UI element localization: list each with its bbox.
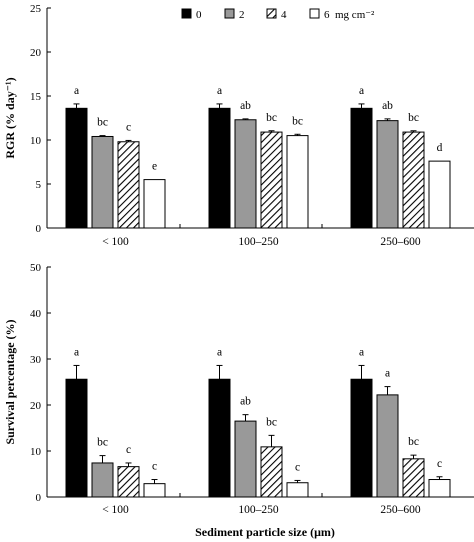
bar [143,179,166,229]
significance-label: bc [266,416,277,428]
bar [286,482,309,498]
y-tick-label: 50 [30,262,42,274]
bar [234,420,257,498]
y-tick-label: 30 [30,354,42,366]
category-label: 100–250 [238,504,279,516]
category-label: 100–250 [238,236,279,248]
y-tick-label: 40 [30,308,42,320]
category-label: < 100 [102,504,129,516]
y-tick-label: 20 [30,400,42,412]
significance-label: c [126,444,131,456]
bar [376,394,399,498]
significance-label: c [126,121,131,133]
legend-unit: mg cm⁻² [335,9,375,21]
significance-label: a [217,85,222,97]
panel-survival: 0 10 20 30 40 50 Survival percentage (%) < 100 1… [3,262,474,516]
bar [428,479,451,498]
y-tick-label: 10 [30,446,42,458]
significance-label: a [359,85,364,97]
bar [402,458,425,498]
legend-label: 6 [324,9,330,21]
y-tick-label: 0 [36,223,42,235]
bar [117,466,140,498]
y-tick-label: 10 [30,135,42,147]
category-label: 250–600 [380,504,421,516]
bar [117,141,140,229]
y-tick-label: 15 [30,91,42,103]
y-axis-label: RGR (% day⁻¹) [3,77,17,158]
significance-label: ab [240,100,251,112]
bar [91,135,114,229]
significance-label: bc [97,437,108,449]
bar [91,462,114,498]
significance-label: bc [266,112,277,124]
significance-label: bc [97,117,108,129]
legend-swatch [181,8,192,19]
significance-label: a [359,346,364,358]
legend-swatch [224,8,235,19]
legend-swatch [266,8,277,19]
legend-label: 4 [281,9,287,21]
significance-label: bc [408,436,419,448]
category-label: < 100 [102,236,129,248]
significance-label: a [385,368,390,380]
y-tick-label: 20 [30,47,42,59]
bar [350,107,373,229]
bar [286,135,309,229]
bar [143,483,166,498]
y-tick-label: 5 [36,179,42,191]
significance-label: c [437,458,442,470]
significance-label: a [217,346,222,358]
significance-label: c [295,461,300,473]
legend: 0 2 4 6 mg cm⁻² [181,8,375,21]
significance-label: bc [292,115,303,127]
bar [234,119,257,229]
significance-label: bc [408,112,419,124]
significance-label: ab [382,100,393,112]
significance-label: e [152,161,157,173]
significance-label: ab [240,396,251,408]
bar [208,378,231,498]
significance-label: a [74,346,79,358]
legend-label: 2 [239,9,245,21]
significance-label: d [437,142,443,154]
legend-swatch [309,8,320,19]
significance-label: c [152,461,157,473]
y-tick-label: 25 [30,3,42,15]
bar [208,107,231,229]
bar [376,120,399,229]
bar [65,107,88,229]
legend-label: 0 [196,9,202,21]
y-axis-label: Survival percentage (%) [3,319,17,444]
significance-label: a [74,85,79,97]
y-tick-label: 0 [36,492,42,504]
bar [402,131,425,229]
bar [260,446,283,498]
bar [350,378,373,498]
category-label: 250–600 [380,236,421,248]
x-axis-label: Sediment particle size (μm) [195,525,335,539]
bar [65,378,88,498]
bar [260,131,283,229]
bar [428,160,451,229]
